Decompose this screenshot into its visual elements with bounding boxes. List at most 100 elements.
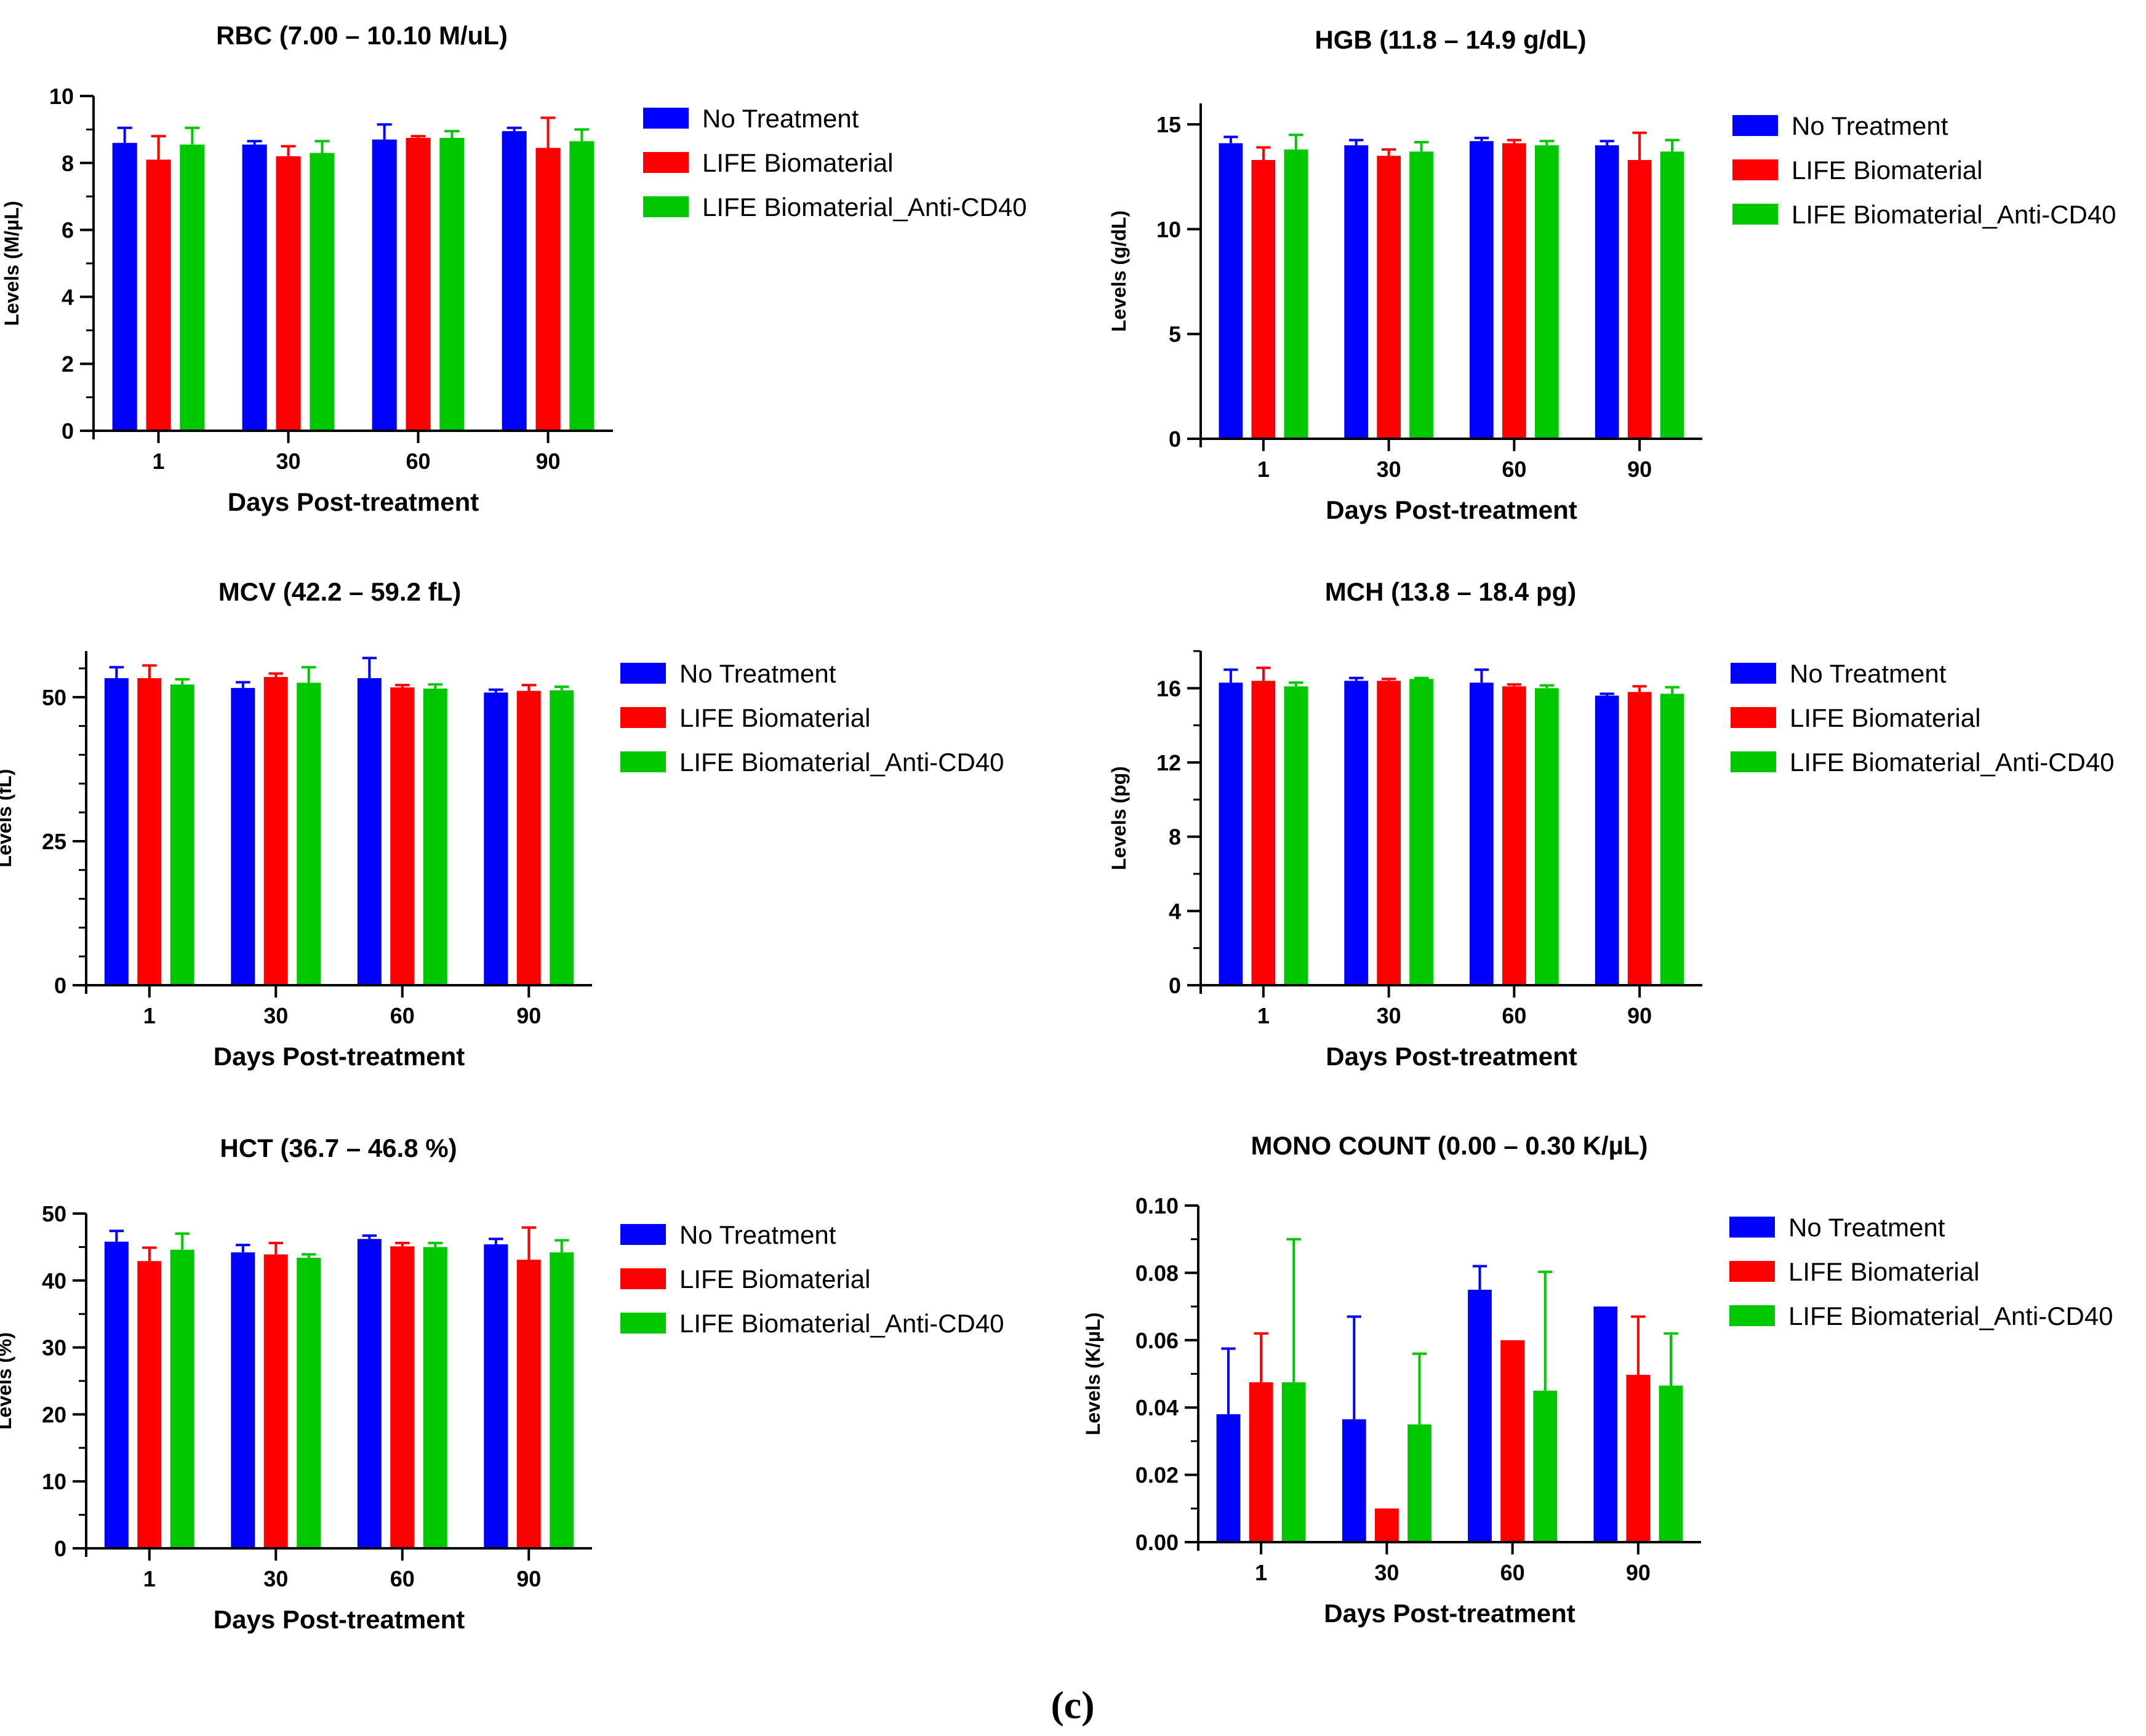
bar-life-biomaterial-anti-cd40-day-60 <box>1533 1390 1558 1542</box>
y-tick-label: 0 <box>62 418 74 444</box>
legend-label: LIFE Biomaterial_Anti-CD40 <box>1790 748 2115 777</box>
y-tick-label: 30 <box>42 1335 66 1361</box>
x-tick-label: 90 <box>516 1003 541 1028</box>
bar-no-treatment-day-90 <box>484 1244 508 1548</box>
y-tick-label: 2 <box>62 351 74 377</box>
chart-title: RBC (7.00 – 10.10 M/uL) <box>216 21 508 50</box>
bar-life-biomaterial-anti-cd40-day-60 <box>1535 145 1559 439</box>
bar-no-treatment-day-90 <box>1595 695 1619 985</box>
legend-label: LIFE Biomaterial_Anti-CD40 <box>679 1309 1004 1338</box>
y-tick-label: 4 <box>1169 898 1181 924</box>
y-axis-label: Levels (fL) <box>0 769 15 867</box>
bar-life-biomaterial-day-1 <box>137 678 162 985</box>
x-tick-label: 30 <box>1377 1003 1401 1028</box>
bar-no-treatment-day-60 <box>1470 682 1494 985</box>
legend: No Treatment LIFE Biomaterial LIFE Biomate… <box>620 1220 1004 1338</box>
bar-life-biomaterial-day-90 <box>516 690 541 985</box>
bar-life-biomaterial-day-1 <box>146 159 171 431</box>
x-tick-label: 60 <box>1502 1003 1526 1028</box>
legend-label: No Treatment <box>1788 1213 1945 1242</box>
bar-no-treatment-day-1 <box>1216 1414 1241 1542</box>
bar-life-biomaterial-anti-cd40-day-1 <box>1284 686 1308 985</box>
x-axis-label: Days Post-treatment <box>1326 495 1577 524</box>
bar-no-treatment-day-30 <box>1344 145 1368 439</box>
x-axis-label: Days Post-treatment <box>214 1042 465 1071</box>
legend-swatch-life-biomaterial-anti-cd40 <box>620 1313 666 1334</box>
bar-no-treatment-day-90 <box>1595 145 1619 439</box>
x-tick-label: 60 <box>406 449 430 474</box>
bar-no-treatment-day-60 <box>1470 141 1494 439</box>
bar-life-biomaterial-anti-cd40-day-60 <box>1535 688 1559 985</box>
chart-panel-4: MCH (13.8 – 18.4 pg) 0 4 8 12 16 1 30 60 90 Days P… <box>1108 577 2115 1071</box>
y-axis-label: Levels (%) <box>0 1332 15 1430</box>
bar-life-biomaterial-day-30 <box>1375 1508 1399 1542</box>
x-tick-label: 90 <box>516 1566 541 1591</box>
y-tick-label: 16 <box>1156 676 1181 701</box>
bar-life-biomaterial-day-30 <box>276 156 301 431</box>
legend-swatch-life-biomaterial <box>620 1268 666 1289</box>
bar-life-biomaterial-anti-cd40-day-1 <box>1284 149 1308 439</box>
bar-life-biomaterial-day-60 <box>406 138 431 431</box>
y-tick-label: 0 <box>1169 426 1181 452</box>
legend-label: LIFE Biomaterial <box>1788 1257 1979 1286</box>
legend-swatch-no-treatment <box>1729 1217 1775 1238</box>
bar-life-biomaterial-anti-cd40-day-1 <box>170 684 194 985</box>
bar-life-biomaterial-anti-cd40-day-90 <box>1659 1385 1683 1542</box>
y-tick-label: 4 <box>62 284 74 310</box>
figure-caption: (c) <box>1051 1683 1094 1727</box>
bar-life-biomaterial-anti-cd40-day-60 <box>423 1247 447 1548</box>
legend-label: LIFE Biomaterial <box>679 1265 870 1294</box>
chart-panel-6: MONO COUNT (0.00 – 0.30 K/µL) 0.00 0.02 0.0… <box>1082 1131 2113 1628</box>
y-axis-label: Levels (K/µL) <box>1082 1313 1104 1436</box>
legend-label: No Treatment <box>679 659 836 688</box>
x-tick-label: 90 <box>1626 1560 1651 1585</box>
bar-no-treatment-day-30 <box>1344 681 1368 985</box>
bar-no-treatment-day-90 <box>1593 1306 1618 1542</box>
y-axis-label: Levels (g/dL) <box>1108 210 1130 332</box>
legend-label: LIFE Biomaterial_Anti-CD40 <box>702 193 1027 222</box>
x-tick-label: 30 <box>276 449 300 474</box>
legend-swatch-life-biomaterial <box>1731 707 1776 728</box>
x-tick-label: 1 <box>1255 1560 1267 1585</box>
bar-no-treatment-day-30 <box>231 1252 255 1548</box>
bar-life-biomaterial-anti-cd40-day-90 <box>550 690 574 985</box>
y-tick-label: 12 <box>1156 750 1181 775</box>
bar-life-biomaterial-day-1 <box>1249 1382 1273 1542</box>
bar-life-biomaterial-day-60 <box>390 687 415 985</box>
bar-no-treatment-day-1 <box>104 678 129 985</box>
y-axis-label: Levels (M/µL) <box>1 201 23 326</box>
bar-life-biomaterial-anti-cd40-day-30 <box>1407 1424 1431 1542</box>
legend-label: LIFE Biomaterial <box>1790 703 1980 732</box>
bar-life-biomaterial-anti-cd40-day-1 <box>170 1249 194 1548</box>
y-tick-label: 10 <box>1156 217 1181 242</box>
bar-life-biomaterial-day-90 <box>516 1260 541 1548</box>
bar-life-biomaterial-anti-cd40-day-90 <box>569 141 595 431</box>
y-tick-label: 25 <box>42 829 66 854</box>
legend-label: LIFE Biomaterial <box>679 703 870 732</box>
legend-label: LIFE Biomaterial <box>1792 156 1982 185</box>
bar-no-treatment-day-1 <box>1219 143 1243 439</box>
bars-group <box>104 1226 574 1548</box>
legend-swatch-no-treatment <box>620 663 666 684</box>
chart-panel-1: RBC (7.00 – 10.10 M/uL) 0 2 4 6 8 10 1 30 60 90 Day… <box>1 21 1027 516</box>
legend: No Treatment LIFE Biomaterial LIFE Biomate… <box>1732 111 2116 229</box>
legend-swatch-no-treatment <box>1732 115 1778 136</box>
bar-no-treatment-day-1 <box>104 1241 129 1548</box>
legend: No Treatment LIFE Biomaterial LIFE Biomate… <box>1731 659 2115 777</box>
bar-life-biomaterial-anti-cd40-day-90 <box>1660 694 1684 985</box>
x-axis-label: Days Post-treatment <box>228 487 479 516</box>
bars-group <box>104 657 574 985</box>
bar-life-biomaterial-day-90 <box>535 148 561 431</box>
bar-life-biomaterial-day-60 <box>1502 143 1526 439</box>
bar-life-biomaterial-anti-cd40-day-30 <box>297 1257 321 1548</box>
y-tick-label: 0.02 <box>1135 1463 1179 1488</box>
legend-swatch-life-biomaterial <box>1729 1261 1775 1282</box>
y-tick-label: 50 <box>42 685 66 710</box>
legend-label: No Treatment <box>679 1220 836 1249</box>
bar-life-biomaterial-day-90 <box>1626 1375 1651 1542</box>
y-tick-label: 10 <box>42 1469 66 1494</box>
bar-life-biomaterial-anti-cd40-day-1 <box>1281 1382 1306 1542</box>
bar-no-treatment-day-90 <box>502 131 527 431</box>
